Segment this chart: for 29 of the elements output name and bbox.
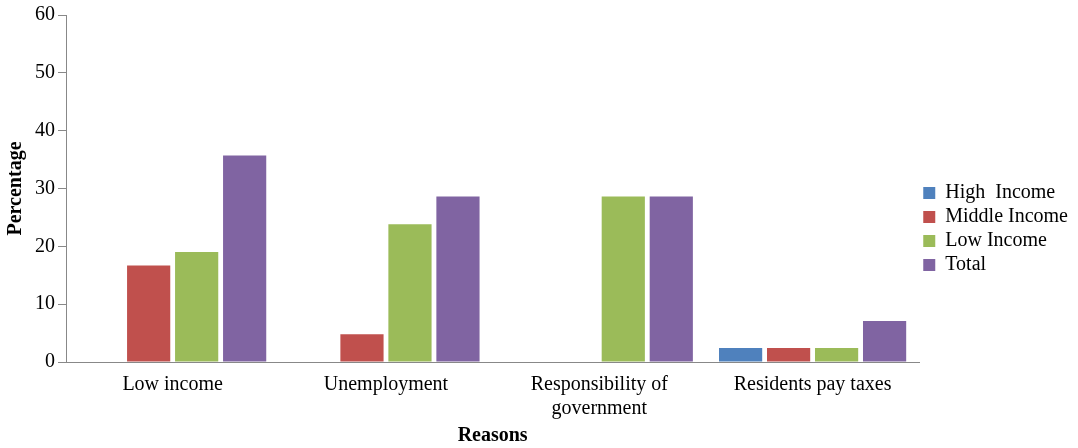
y-tick-label: 10 (35, 291, 55, 314)
y-tick-label: 50 (35, 60, 55, 83)
x-tick-label: Responsibility of government (530, 372, 669, 420)
legend-label: Middle Income (945, 204, 1069, 227)
x-tick-label: Residents pay taxes (733, 372, 892, 396)
bar (767, 348, 811, 362)
x-tick-label: Low income (122, 372, 224, 395)
bar (175, 252, 219, 362)
bar (223, 155, 267, 362)
y-tick-label: 40 (35, 117, 55, 140)
bar (601, 196, 645, 362)
x-axis-title: Reasons (457, 423, 528, 446)
bar (388, 224, 432, 362)
y-tick-label: 60 (35, 2, 55, 25)
legend-label: Low Income (945, 228, 1048, 251)
y-axis-title: Percentage (3, 141, 27, 236)
legend-label: Total (945, 252, 987, 275)
bar (340, 334, 384, 362)
bar (127, 265, 171, 362)
bar (649, 196, 693, 362)
bar (719, 348, 763, 362)
bar (815, 348, 859, 362)
legend-label: High Income (945, 180, 1056, 204)
y-tick-label: 0 (45, 349, 55, 372)
bar (862, 320, 907, 362)
bar (436, 196, 480, 362)
y-tick-label: 20 (35, 233, 55, 256)
x-tick-label: Unemployment (323, 372, 449, 396)
y-tick-label: 30 (35, 175, 55, 198)
